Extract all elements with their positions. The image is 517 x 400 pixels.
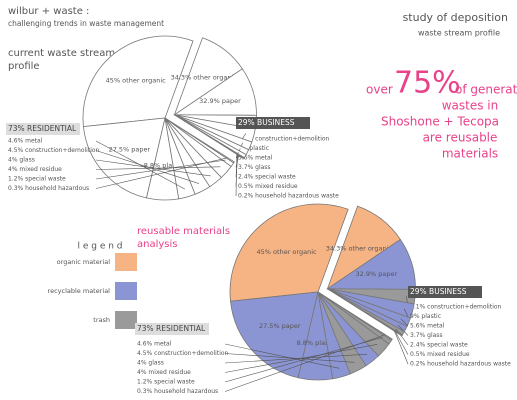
legend-label: trash [93, 316, 110, 324]
list-label: 9% plastic [410, 313, 441, 320]
chart-title: analysis [137, 239, 178, 250]
list-label: 1.2% special waste [8, 176, 66, 183]
pie-slice [317, 291, 393, 341]
list-label: 3.7% glass [410, 332, 443, 339]
list-label: 2.4% special waste [410, 342, 468, 349]
headline-line: are reusable [423, 131, 498, 145]
list-label: 0.3% household hazardous [137, 388, 218, 395]
list-label: 9.1% construction+demolition [410, 304, 502, 311]
slice-label: 34.3% other organic [171, 73, 238, 81]
leader-line [403, 308, 409, 317]
list-label: 4% mixed residue [8, 166, 62, 173]
leader-line [224, 353, 368, 364]
slice-label: 8.8% plastic [297, 339, 337, 347]
group-header-box [236, 117, 310, 129]
pie-slice [327, 288, 403, 337]
pie-slice [83, 117, 166, 199]
headline-line: Shoshone + Tecopa [381, 115, 499, 129]
legend-swatch [115, 253, 137, 271]
group-header: 29% BUSINESS [410, 287, 467, 296]
list-label: 4.6% metal [8, 138, 43, 145]
group-header-box [6, 123, 80, 135]
pie-slice [230, 291, 319, 379]
chart-title: reusable materials [137, 226, 230, 237]
group-header: 73% RESIDENTIAL [137, 324, 206, 333]
list-label: 4% glass [137, 360, 164, 367]
list-label: 9.1% construction+demolition [238, 136, 330, 143]
slice-label: 34.3% other organic [326, 245, 393, 253]
leader-line [397, 324, 409, 336]
leader-line [395, 328, 409, 346]
list-label: 0.3% household hazardous [8, 185, 89, 192]
headline-line: materials [442, 147, 498, 161]
pie-slice [82, 35, 194, 128]
legend-title: l e g e n d [77, 242, 122, 252]
headline-line: wastes in [442, 99, 499, 113]
list-label: 4% glass [8, 157, 35, 164]
slice-label: 8.8% plastic [144, 162, 184, 170]
slice-label: 27.5% paper [109, 146, 151, 154]
list-label: 5.6% metal [238, 155, 273, 162]
list-label: 0.5% mixed residue [410, 351, 470, 358]
list-label: 5.6% metal [410, 323, 445, 330]
leader-line [95, 166, 221, 170]
list-label: 0.2% household hazardous waste [410, 361, 511, 368]
list-label: 4% mixed residue [137, 369, 191, 376]
leader-line [400, 318, 409, 327]
list-label: 9% plastic [238, 145, 269, 152]
right-title: study of deposition [403, 11, 508, 24]
right-subtitle: waste stream profile [418, 29, 500, 38]
headline: over 75% of generated wastes in Shoshone… [366, 66, 517, 161]
slice-label: 32.9% paper [356, 270, 398, 278]
chart-title: current waste stream [8, 48, 115, 59]
legend-label: recyclable material [48, 287, 111, 295]
leader-line [394, 330, 409, 365]
leader-line [235, 154, 238, 197]
pie-slice [229, 203, 349, 302]
group-header-box [135, 323, 209, 335]
group-header: 73% RESIDENTIAL [8, 124, 77, 133]
legend-label: organic material [57, 258, 111, 266]
headline-line: of generated [455, 83, 517, 97]
list-label: 1.2% special waste [137, 379, 195, 386]
leader-line [224, 353, 355, 363]
legend-swatch [115, 311, 137, 329]
slice-label: 45% other organic [106, 77, 166, 85]
leader-line [224, 343, 340, 369]
list-label: 4.5% construction+demolition [137, 350, 229, 357]
group-header: 29% BUSINESS [238, 118, 295, 127]
list-label: 3.7% glass [238, 164, 271, 171]
list-label: 2.4% special waste [238, 174, 296, 181]
header-title: wilbur + waste : [8, 6, 89, 17]
list-label: 4.6% metal [137, 341, 172, 348]
list-label: 4.5% construction+demolition [8, 147, 100, 154]
headline-lead: over [366, 83, 393, 97]
slice-label: 32.9% paper [199, 97, 241, 105]
leader-line [394, 330, 409, 355]
headline-figure: 75% [394, 66, 461, 101]
legend-swatch [115, 282, 137, 300]
group-header-box [408, 286, 482, 298]
leader-line [224, 334, 385, 392]
chart-title: profile [8, 61, 40, 72]
pie-slice [174, 114, 245, 160]
list-label: 0.2% household hazardous waste [238, 193, 339, 200]
leader-line [224, 344, 378, 373]
header-subtitle: challenging trends in waste management [8, 19, 164, 28]
list-label: 0.5% mixed residue [238, 183, 298, 190]
slice-label: 45% other organic [257, 248, 317, 256]
leader-line [95, 157, 228, 189]
slice-label: 27.5% paper [259, 322, 301, 330]
pie-slice [164, 117, 235, 164]
